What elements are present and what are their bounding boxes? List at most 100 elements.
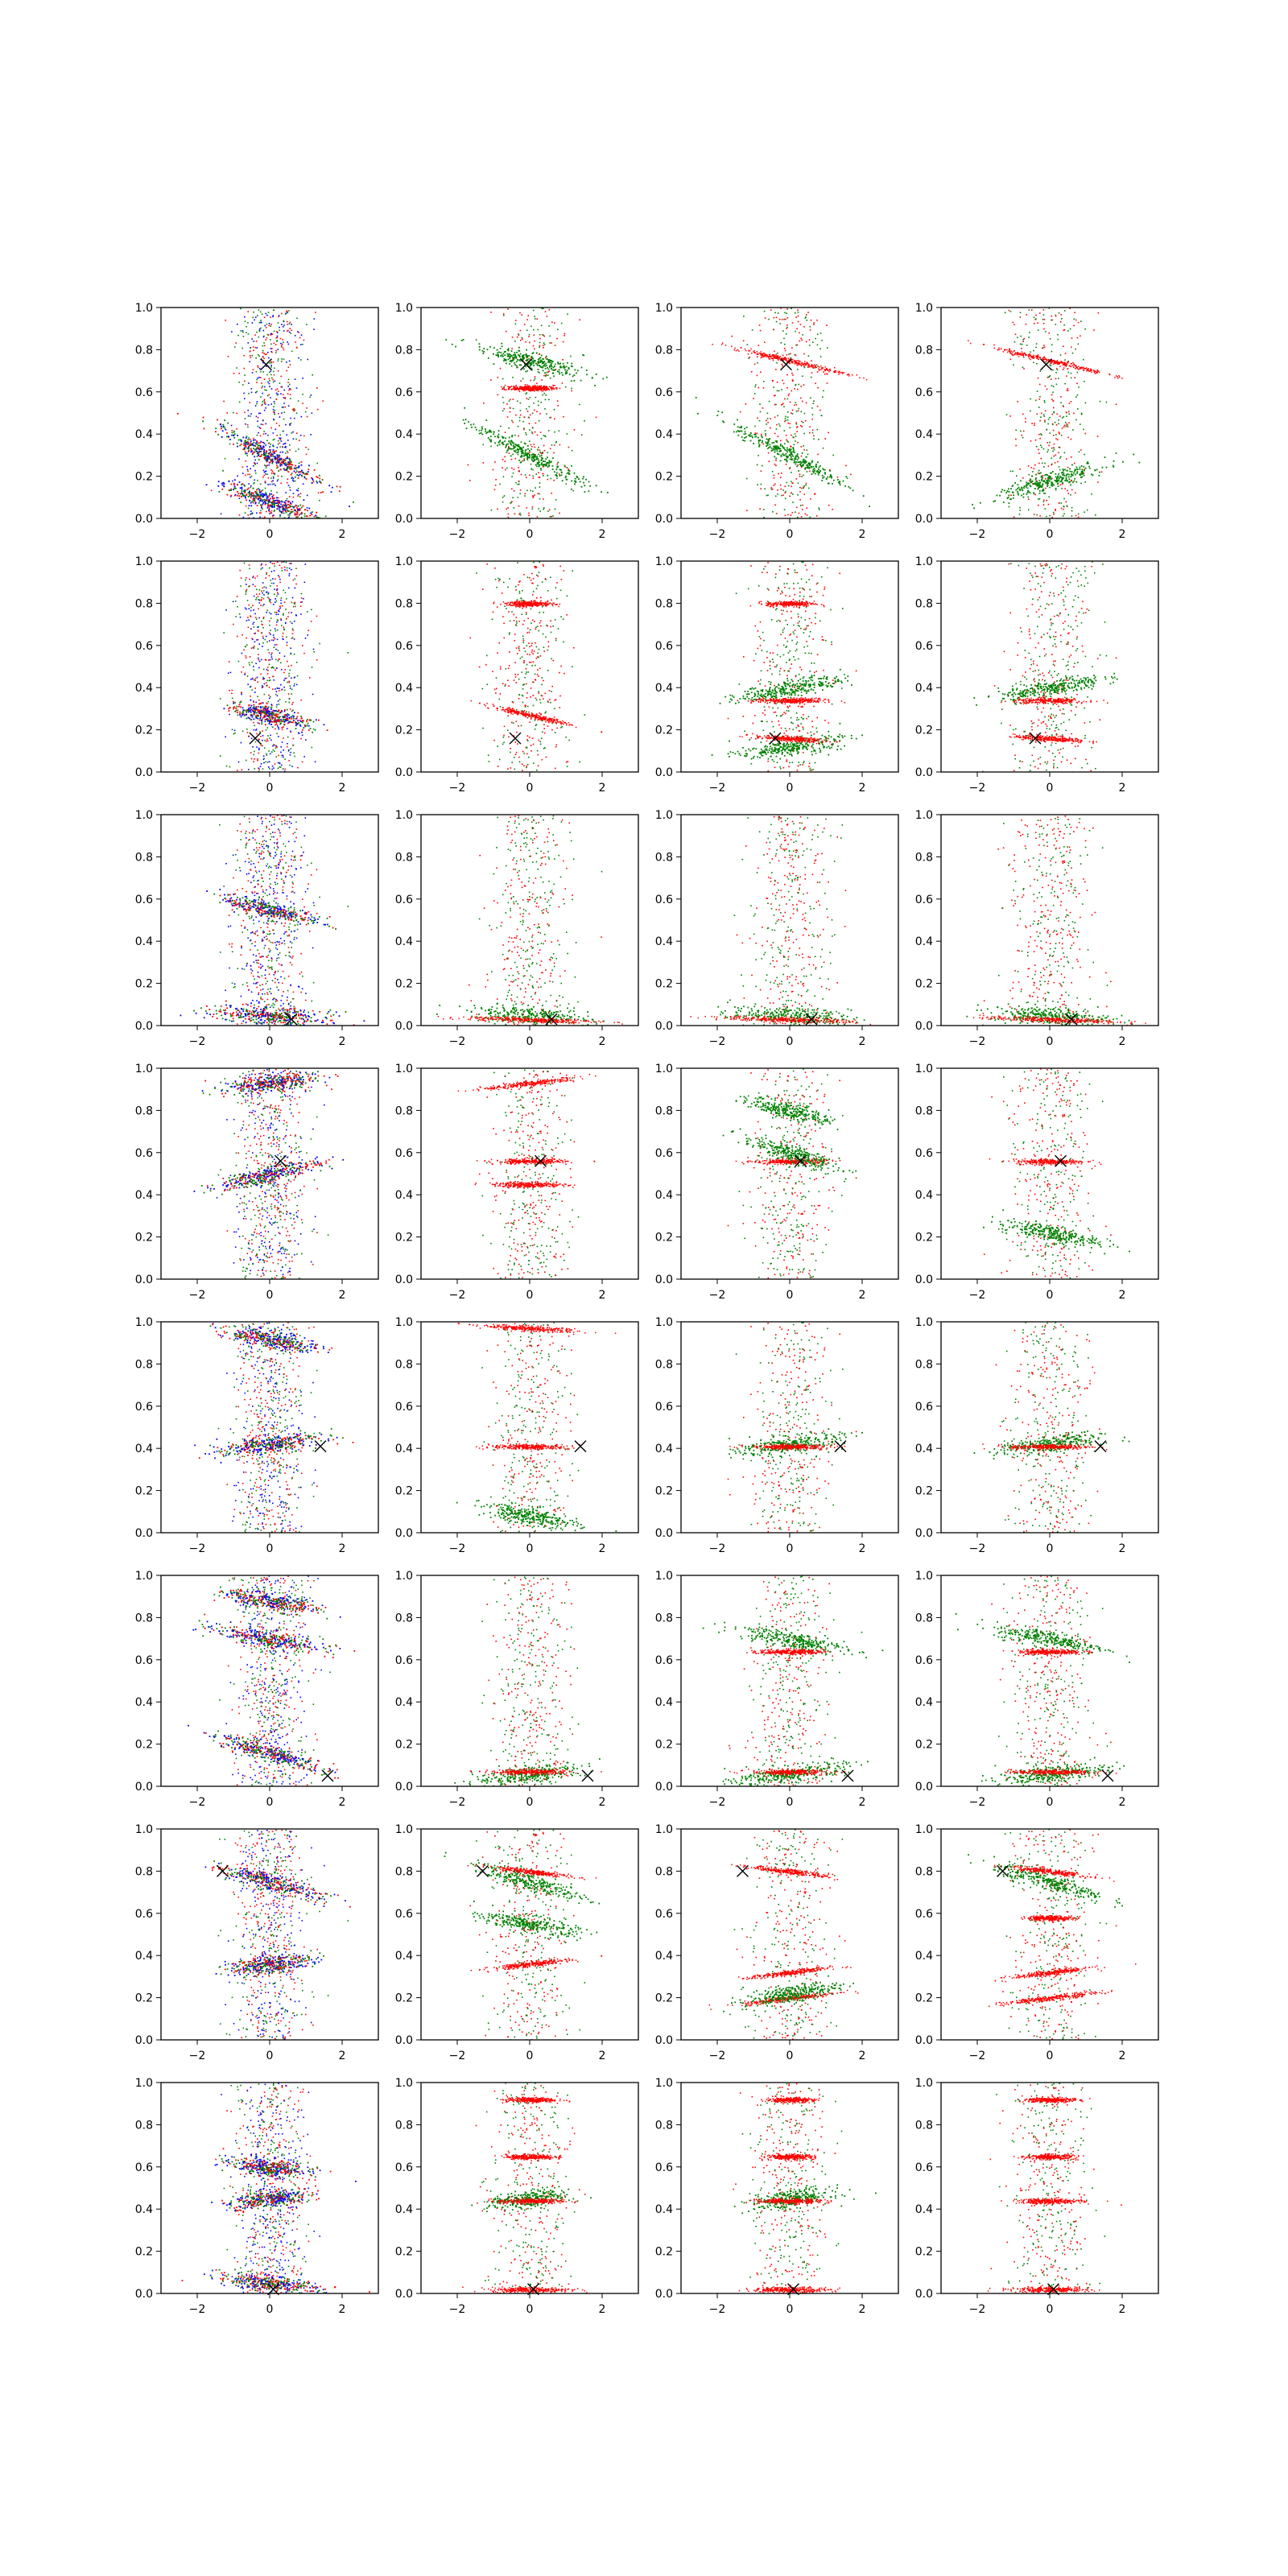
point-red xyxy=(245,441,246,444)
point-red xyxy=(281,343,283,345)
point-green xyxy=(807,355,810,357)
point-red xyxy=(242,634,243,636)
point-red xyxy=(863,377,865,379)
point-red xyxy=(250,354,251,357)
point-red xyxy=(1067,411,1070,413)
point-blue xyxy=(277,593,279,595)
point-red xyxy=(299,510,301,511)
point-red xyxy=(284,469,287,471)
point-green xyxy=(262,401,263,402)
point-green xyxy=(1057,475,1059,477)
point-green xyxy=(282,430,284,432)
point-blue xyxy=(272,316,274,318)
point-green xyxy=(795,384,797,386)
point-blue xyxy=(289,513,291,515)
point-green xyxy=(538,419,540,422)
point-red xyxy=(305,478,308,480)
point-green xyxy=(219,698,221,700)
point-green xyxy=(558,369,560,371)
point-red xyxy=(551,389,553,391)
point-blue xyxy=(278,459,280,460)
point-red xyxy=(805,341,807,343)
point-green xyxy=(1042,489,1045,492)
point-green xyxy=(230,434,233,436)
point-red xyxy=(734,347,736,349)
point-green xyxy=(745,432,747,435)
point-red xyxy=(279,424,280,427)
point-green xyxy=(1044,474,1046,476)
y-tick-label: 0.0 xyxy=(655,513,673,526)
point-red xyxy=(518,388,520,390)
point-red xyxy=(526,477,527,478)
point-green xyxy=(770,488,773,490)
point-green xyxy=(751,329,753,331)
point-blue xyxy=(285,622,287,625)
point-red xyxy=(799,473,801,475)
point-red xyxy=(817,453,819,456)
point-green xyxy=(586,374,588,376)
point-red xyxy=(279,502,280,504)
point-blue xyxy=(247,409,249,411)
point-blue xyxy=(276,589,278,592)
point-red xyxy=(528,336,530,337)
point-red xyxy=(762,353,763,355)
point-red xyxy=(277,497,279,499)
point-green xyxy=(532,362,535,365)
point-red xyxy=(778,473,779,475)
point-green xyxy=(265,457,267,460)
point-red xyxy=(824,438,826,440)
point-green xyxy=(283,517,286,518)
point-green xyxy=(1062,468,1064,470)
point-green xyxy=(571,464,572,467)
point-green xyxy=(233,411,234,414)
point-red xyxy=(1063,329,1065,332)
point-red xyxy=(279,337,282,340)
point-blue xyxy=(227,672,229,674)
point-green xyxy=(807,487,810,489)
point-green xyxy=(828,482,830,485)
point-red xyxy=(808,365,810,366)
point-green xyxy=(1055,383,1058,386)
point-green xyxy=(227,422,229,424)
point-green xyxy=(1043,400,1046,402)
point-blue xyxy=(316,481,319,484)
point-red xyxy=(284,566,286,568)
point-green xyxy=(250,444,252,446)
point-green xyxy=(269,679,271,681)
point-green xyxy=(512,359,514,361)
point-green xyxy=(237,714,239,716)
point-green xyxy=(794,457,796,460)
point-green xyxy=(809,463,811,464)
point-red xyxy=(768,353,770,356)
point-green xyxy=(246,455,249,456)
point-red xyxy=(813,322,815,324)
point-red xyxy=(1063,328,1066,331)
point-red xyxy=(538,385,540,387)
point-red xyxy=(266,353,267,355)
point-red xyxy=(763,355,765,357)
point-red xyxy=(536,516,539,518)
point-green xyxy=(1021,494,1022,497)
point-blue xyxy=(271,458,274,460)
point-green xyxy=(253,441,255,444)
point-red xyxy=(1005,349,1006,350)
point-green xyxy=(1058,378,1059,379)
point-blue xyxy=(278,728,280,730)
point-green xyxy=(1063,324,1065,326)
point-blue xyxy=(265,432,266,435)
point-red xyxy=(568,446,570,448)
point-red xyxy=(790,514,792,516)
point-green xyxy=(485,428,486,430)
point-green xyxy=(1070,493,1071,496)
point-green xyxy=(755,436,758,438)
point-green xyxy=(1047,423,1049,425)
point-green xyxy=(555,472,558,474)
point-red xyxy=(760,357,762,359)
point-red xyxy=(519,388,522,390)
point-green xyxy=(287,462,290,464)
point-red xyxy=(1051,361,1053,363)
point-red xyxy=(803,486,805,488)
point-green xyxy=(551,444,553,446)
point-blue xyxy=(263,443,266,444)
point-green xyxy=(547,374,549,376)
